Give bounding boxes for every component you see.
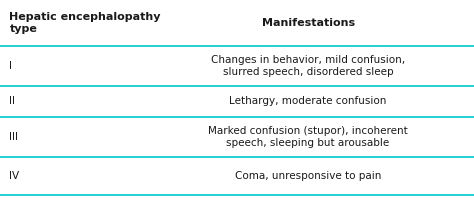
Text: III: III xyxy=(9,132,18,142)
Text: Changes in behavior, mild confusion,
slurred speech, disordered sleep: Changes in behavior, mild confusion, slu… xyxy=(211,55,405,77)
Text: Lethargy, moderate confusion: Lethargy, moderate confusion xyxy=(229,96,387,106)
Text: Manifestations: Manifestations xyxy=(262,18,355,28)
Text: Coma, unresponsive to pain: Coma, unresponsive to pain xyxy=(235,171,381,181)
Text: Hepatic encephalopathy
type: Hepatic encephalopathy type xyxy=(9,12,161,34)
Text: II: II xyxy=(9,96,16,106)
Text: IV: IV xyxy=(9,171,19,181)
Text: I: I xyxy=(9,61,12,71)
Text: Marked confusion (stupor), incoherent
speech, sleeping but arousable: Marked confusion (stupor), incoherent sp… xyxy=(208,126,408,148)
